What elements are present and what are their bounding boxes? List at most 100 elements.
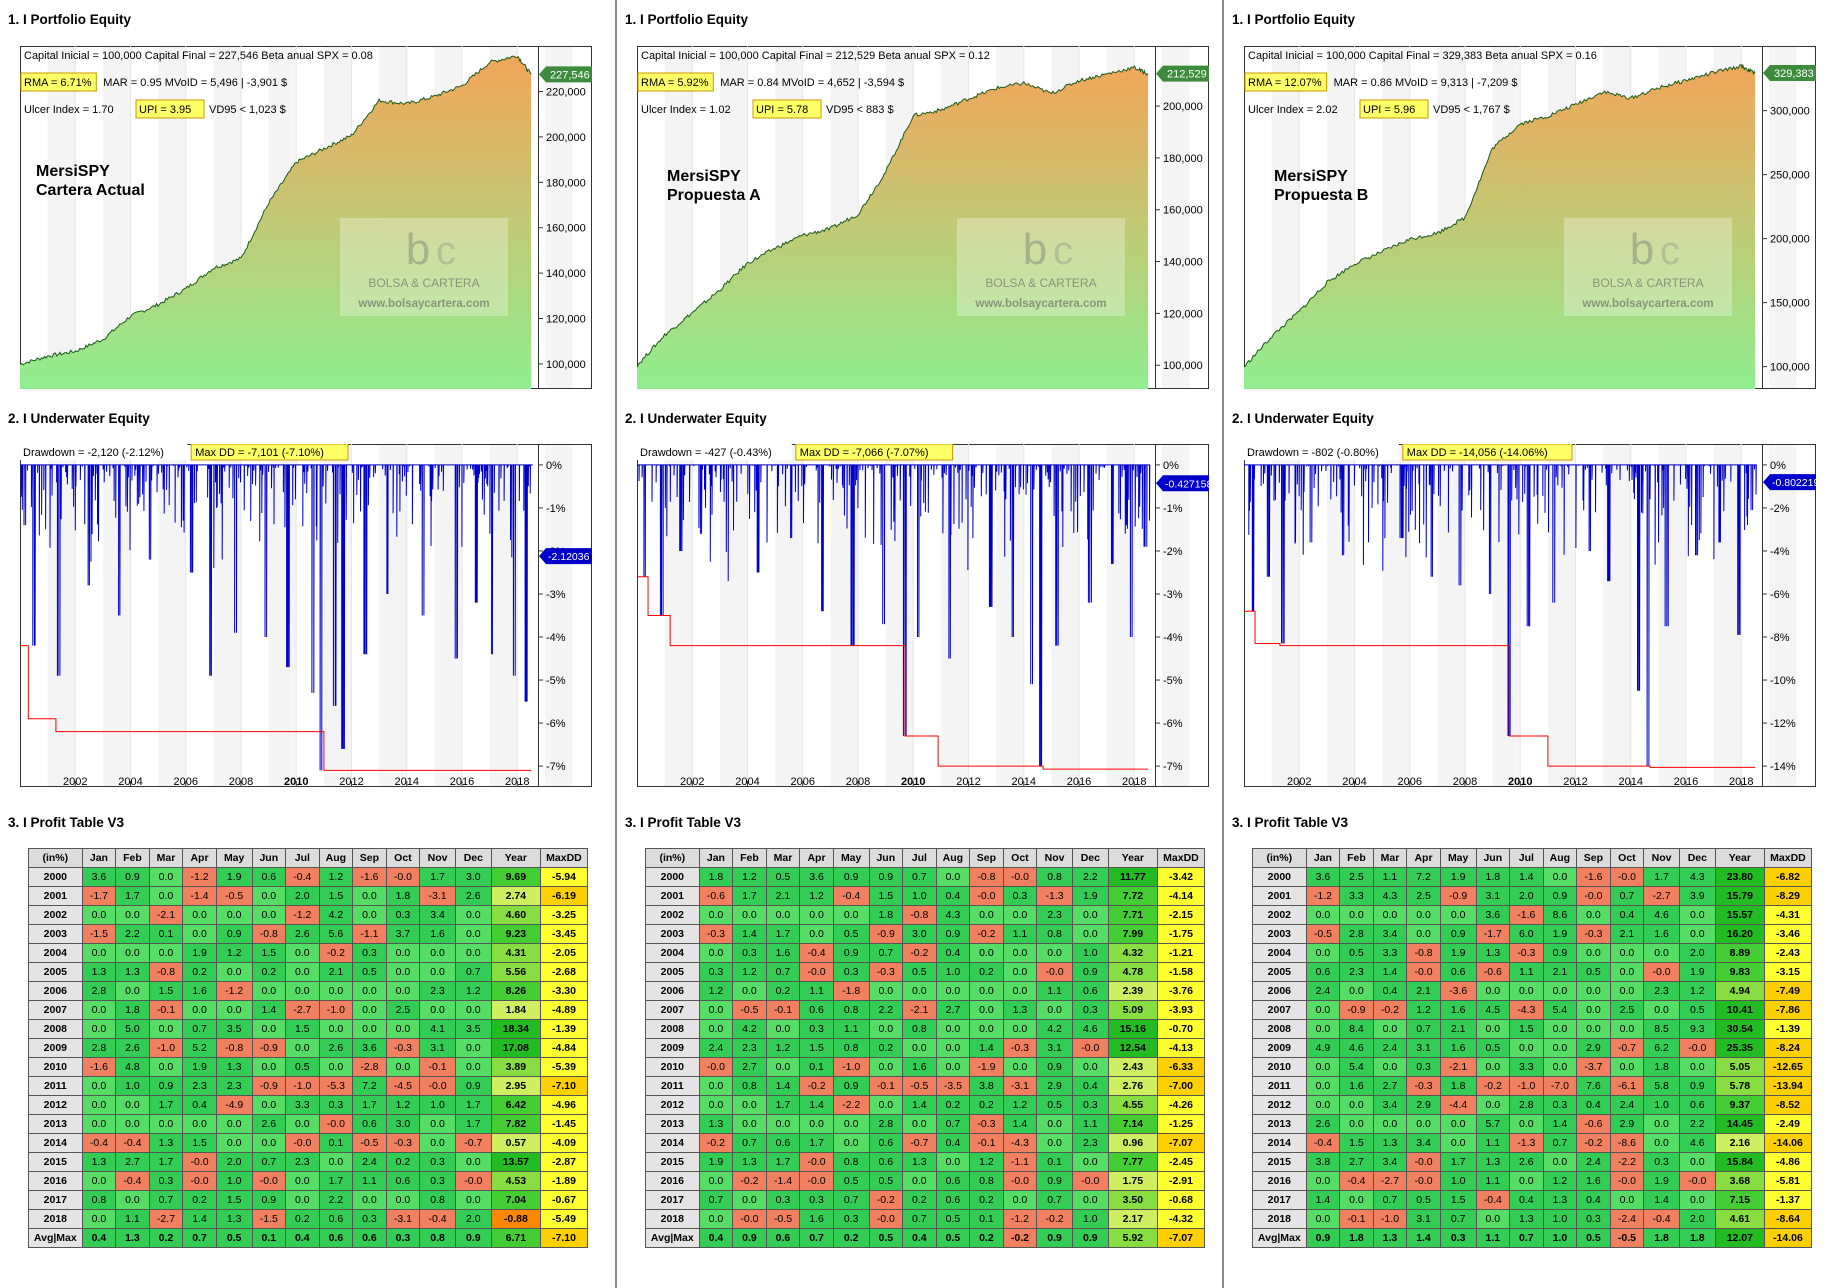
table-month-cell: -1.5 [251,1209,287,1229]
table-month-cell: 0.9 [832,1076,870,1096]
table-month-cell: 1.7 [352,1095,387,1115]
watermark-line1: BOLSA & CARTERA [368,276,479,290]
table-month-cell: -0.4 [1339,1171,1374,1191]
table-month-cell: 2.8 [81,981,117,1001]
table-year-cell: 2018 [28,1209,83,1229]
table-month-cell: 0.0 [1643,1000,1680,1020]
table-maxdd-cell: -1.25 [1156,1114,1206,1134]
table-month-cell: -0.1 [148,1000,184,1020]
table-row: 2010 -0.0 2.7 0.0 0.1 -1.0 0.0 1.6 0.0 -1.9 0.0 0.9… [645,1057,1206,1077]
table-month-cell: 0.9 [1542,886,1578,906]
panel-2: 1. I Portfolio Equity 200220042006200820… [617,0,1222,1288]
table-month-cell: -0.0 [1406,1171,1441,1191]
table-month-cell: -0.4 [115,1171,150,1191]
x-tick-label: 2008 [1453,776,1477,787]
table-maxdd-cell: -4.86 [1763,1152,1813,1172]
table-header-cell: MaxDD [1763,848,1813,868]
x-tick-label: 2012 [1563,776,1587,787]
table-month-cell: 2.1 [1406,981,1441,1001]
table-month-cell: 0.5 [1475,1038,1511,1058]
table-month-cell: -0.3 [1576,924,1611,944]
table-month-cell: -1.1 [1002,1152,1038,1172]
final-value-label: -0.427158 [1165,478,1209,490]
final-value-flag [1763,65,1816,82]
final-value-label: 212,529 [1167,69,1207,81]
table-month-cell: 4.6 [1071,1019,1109,1039]
table-month-cell: 0.0 [765,1019,801,1039]
table-month-cell: 0.0 [115,1190,150,1210]
table-month-cell: 0.0 [1609,981,1645,1001]
table-row: 2005 0.6 2.3 1.4 -0.0 0.6 -0.6 1.1 2.1 0.5 0.0 -0.0… [1252,962,1813,982]
table-month-cell: 2.5 [1406,886,1441,906]
table-month-cell: 1.3 [1372,1228,1408,1248]
table-month-cell: 0.3 [698,962,734,982]
table-month-cell: 0.3 [1542,1095,1578,1115]
table-month-cell: 0.0 [1439,905,1477,925]
table-month-cell: 0.0 [115,1114,150,1134]
table-month-cell: 3.8 [969,1076,1004,1096]
table-month-cell: 0.0 [1305,1000,1341,1020]
table-month-cell: 0.0 [352,1190,387,1210]
upi-value: UPI = 5.96 [1363,104,1415,116]
table-month-cell: -0.3 [1406,1076,1441,1096]
table-year-cell: 2003 [28,924,83,944]
y-tick-label: -8% [1770,632,1790,644]
x-tick-label: 2014 [1012,776,1036,787]
equity-area [20,56,532,389]
table-month-cell: 1.5 [148,981,184,1001]
table-month-cell: 0.0 [1002,981,1038,1001]
x-tick-label: 2016 [1067,776,1091,787]
watermark-logo: c [1053,229,1073,273]
table-month-cell: 5.2 [182,1038,217,1058]
table-annual-return-cell: 2.95 [490,1076,541,1096]
x-tick-label: 2004 [735,776,759,787]
table-annual-return-cell: 5.56 [490,962,541,982]
table-month-cell: 1.0 [1542,1228,1578,1248]
table-row: 2007 0.0 -0.9 -0.2 1.2 1.6 4.5 -4.3 5.4 0.0 2.5 0.0… [1252,1000,1813,1020]
table-month-cell: 0.0 [1678,1152,1716,1172]
table-annual-return-cell: 7.77 [1107,1152,1158,1172]
table-month-cell: 0.7 [902,867,937,887]
table-annual-return-cell: 4.94 [1714,981,1765,1001]
table-month-cell: 0.0 [1305,1019,1341,1039]
table-month-cell: 4.6 [1678,1133,1716,1153]
mar-mvoid: MAR = 0.84 MVoID = 4,652 | -3,594 $ [720,77,904,89]
y-tick-label: 180,000 [546,177,586,189]
table-month-cell: -1.6 [1576,867,1611,887]
table-year-cell: 2016 [28,1171,83,1191]
table-header-cell: Oct [1002,848,1038,868]
table-month-cell: -1.2 [215,981,253,1001]
table-month-cell: 0.7 [902,1209,937,1229]
table-month-cell: 0.0 [1609,943,1645,963]
table-month-cell: -0.0 [1071,1171,1109,1191]
table-month-cell: 2.1 [318,962,354,982]
table-header-row: (in%) Jan Feb Mar Apr May Jun Jul Aug Sep Oct Nov De… [28,848,589,868]
table-month-cell: 0.0 [698,1000,734,1020]
table-month-cell: 0.5 [1339,943,1374,963]
table-month-cell: 0.3 [419,1171,456,1191]
table-header-cell: Nov [1643,848,1680,868]
table-month-cell: 1.6 [1576,1171,1611,1191]
table-month-cell: 0.3 [1406,1057,1441,1077]
table-month-cell: 0.0 [1406,905,1441,925]
table-year-cell: 2003 [645,924,700,944]
axis-border [1155,444,1209,787]
table-month-cell: 0.0 [1305,943,1341,963]
table-month-cell: 0.0 [969,943,1004,963]
table-month-cell: 0.9 [1678,1076,1716,1096]
table-month-cell: 1.1 [1036,981,1073,1001]
table-month-cell: 1.3 [902,1152,937,1172]
table-month-cell: 0.0 [148,1057,184,1077]
y-tick-label: -3% [546,589,566,601]
table-annual-return-cell: 23.80 [1714,867,1765,887]
table-annual-return-cell: 4.31 [490,943,541,963]
table-month-cell: 1.5 [182,1133,217,1153]
y-tick-label: 100,000 [546,359,586,371]
table-month-cell: 2.6 [251,1114,287,1134]
table-month-cell: -0.0 [1036,962,1073,982]
table-month-cell: 5.4 [1339,1057,1374,1077]
table-month-cell: -2.1 [902,1000,937,1020]
table-month-cell: 1.8 [1643,1057,1680,1077]
table-month-cell: 0.0 [832,1114,870,1134]
table-month-cell: 3.6 [1475,905,1511,925]
